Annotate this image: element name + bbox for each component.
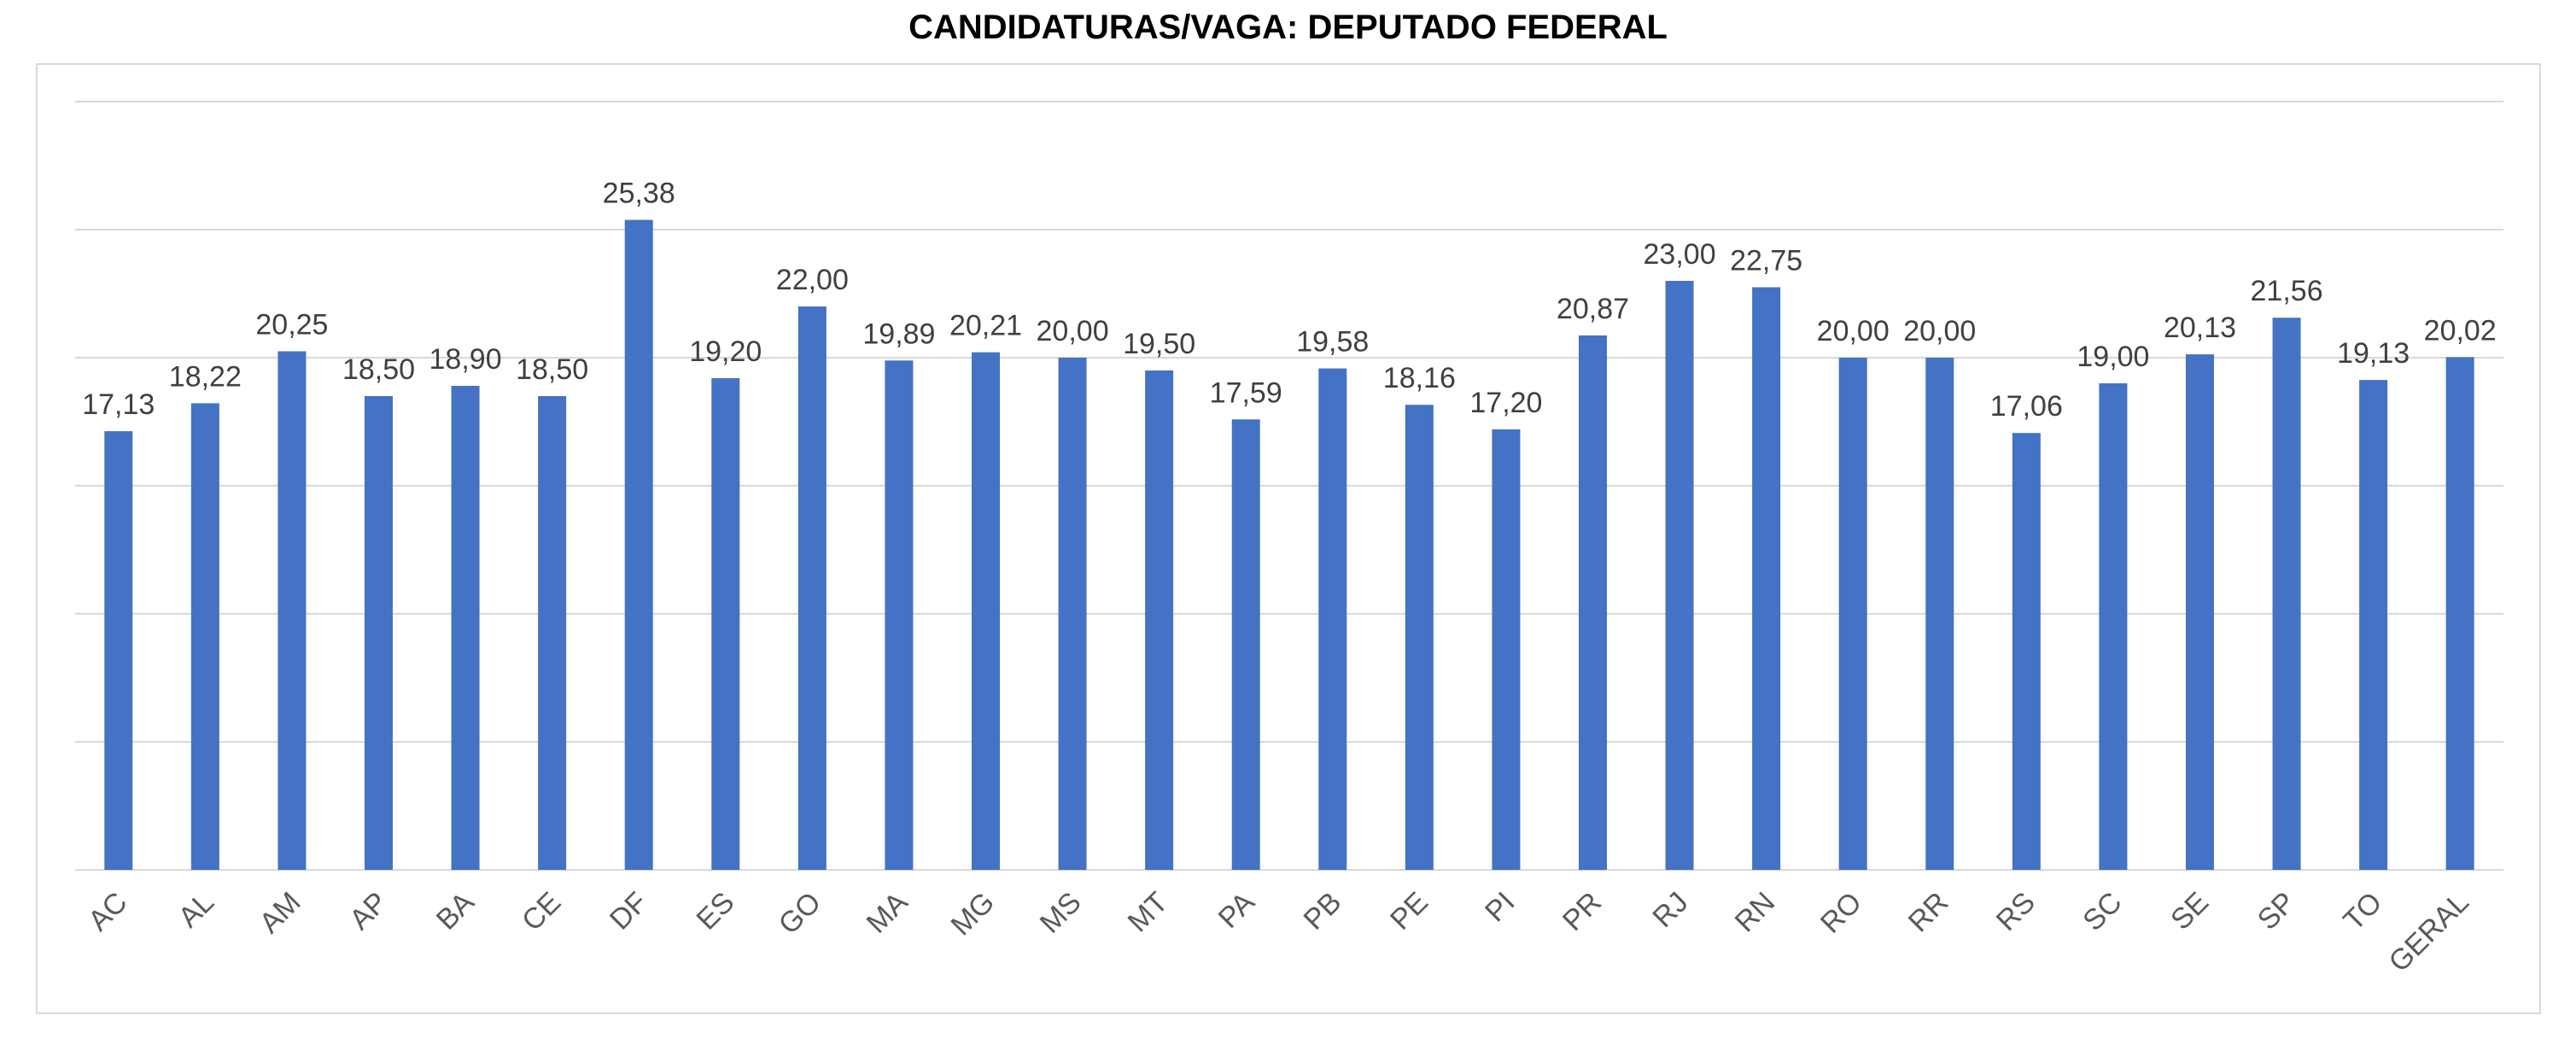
bar-al — [190, 403, 219, 870]
bar-rs — [2012, 433, 2041, 870]
category-label-se: SE — [2164, 886, 2215, 936]
value-label-sc: 19,00 — [2077, 341, 2149, 373]
category-label-rn: RN — [1729, 886, 1782, 939]
value-label-ac: 17,13 — [82, 388, 155, 421]
value-label-ba: 18,90 — [429, 343, 502, 376]
bar-ma — [885, 360, 914, 870]
category-label-mg: MG — [945, 886, 1002, 942]
bar-sp — [2272, 318, 2301, 870]
value-labels: 17,13 18,22 20,25 18,50 18,90 18,50 25,38 19,20… — [82, 178, 2497, 423]
bar-rn — [1752, 287, 1781, 870]
category-label-pa: PA — [1212, 886, 1261, 935]
category-label-ro: RO — [1814, 886, 1868, 940]
value-label-es: 19,20 — [689, 335, 762, 368]
bar-pa — [1231, 419, 1260, 870]
category-label-pi: PI — [1479, 886, 1522, 929]
bar-ba — [451, 386, 480, 870]
value-label-am: 20,25 — [255, 309, 328, 341]
bar-rr — [1925, 358, 1954, 870]
bar-sc — [2099, 383, 2128, 870]
bar-ap — [365, 396, 393, 870]
value-label-ro: 20,00 — [1817, 315, 1890, 347]
value-label-pr: 20,87 — [1557, 293, 1629, 325]
value-label-pi: 17,20 — [1469, 387, 1542, 419]
value-label-pb: 19,58 — [1296, 326, 1369, 359]
category-label-es: ES — [690, 886, 740, 936]
bar-es — [711, 378, 740, 870]
value-label-mg: 20,21 — [949, 310, 1022, 342]
category-label-sp: SP — [2252, 886, 2302, 936]
category-label-pb: PB — [1297, 886, 1347, 936]
bar-pi — [1492, 429, 1521, 870]
bar-df — [624, 219, 653, 871]
category-labels: AC AL AM AP BA CE DF ES GO MA MG MS MT PA PB PE PI PR RJ RN… — [82, 886, 2475, 979]
bar-mt — [1145, 370, 1174, 870]
value-label-ms: 20,00 — [1037, 315, 1109, 347]
category-label-sc: SC — [2077, 886, 2128, 937]
value-label-ap: 18,50 — [342, 353, 415, 386]
bar-ac — [104, 431, 133, 871]
gridlines — [75, 101, 2503, 871]
bar-am — [277, 351, 307, 870]
category-label-am: AM — [254, 886, 307, 940]
bar-ro — [1838, 358, 1867, 870]
category-label-go: GO — [773, 886, 827, 941]
category-label-ma: MA — [861, 886, 914, 940]
value-label-rs: 17,06 — [1990, 390, 2063, 423]
chart-title: CANDIDATURAS/VAGA: DEPUTADO FEDERAL — [908, 9, 1668, 46]
category-label-df: DF — [604, 886, 654, 936]
bar-pr — [1579, 335, 1607, 870]
value-label-geral: 20,02 — [2424, 314, 2497, 347]
value-label-rr: 20,00 — [1903, 315, 1976, 347]
bar-ce — [538, 396, 567, 870]
category-label-pr: PR — [1557, 886, 1608, 937]
category-label-geral: GERAL — [2382, 886, 2474, 978]
bar-rj — [1665, 281, 1694, 870]
value-label-pe: 18,16 — [1383, 362, 1456, 394]
category-label-ac: AC — [82, 886, 133, 937]
chart-frame — [36, 63, 2541, 1014]
value-label-al: 18,22 — [169, 360, 242, 393]
bar-ms — [1058, 358, 1087, 870]
category-label-al: AL — [172, 886, 220, 934]
value-label-ma: 19,89 — [862, 318, 935, 350]
category-label-ba: BA — [430, 886, 481, 936]
category-label-rj: RJ — [1646, 886, 1694, 934]
category-label-ms: MS — [1034, 886, 1088, 940]
value-label-rj: 23,00 — [1644, 238, 1716, 271]
bar-geral — [2445, 357, 2474, 870]
value-label-se: 20,13 — [2164, 312, 2236, 344]
value-label-sp: 21,56 — [2251, 275, 2323, 307]
bar-to — [2359, 380, 2388, 871]
bar-mg — [972, 352, 1000, 870]
bar-pe — [1405, 405, 1434, 870]
bar-pb — [1318, 368, 1347, 871]
value-label-to: 19,13 — [2337, 337, 2410, 370]
category-label-ap: AP — [343, 886, 394, 936]
value-label-df: 25,38 — [603, 178, 675, 210]
category-label-to: TO — [2337, 886, 2388, 937]
category-label-ce: CE — [516, 886, 567, 937]
value-label-pa: 17,59 — [1210, 376, 1282, 409]
value-label-go: 22,00 — [776, 264, 849, 296]
bar-se — [2186, 354, 2214, 871]
bar-go — [797, 306, 827, 870]
value-label-mt: 19,50 — [1123, 328, 1195, 360]
category-label-rr: RR — [1902, 886, 1955, 939]
value-label-ce: 18,50 — [516, 353, 588, 386]
category-label-pe: PE — [1384, 886, 1434, 936]
category-label-mt: MT — [1122, 886, 1175, 939]
bars — [104, 219, 2474, 871]
value-label-rn: 22,75 — [1730, 245, 1802, 277]
category-label-rs: RS — [1990, 886, 2042, 937]
